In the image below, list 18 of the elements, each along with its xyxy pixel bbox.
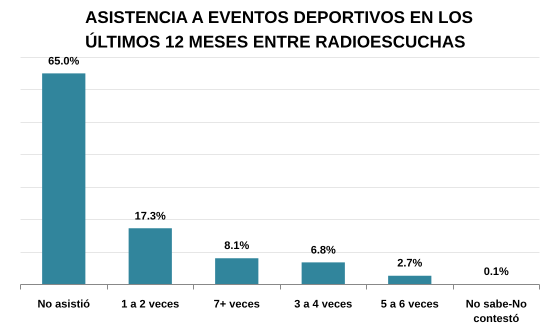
data-label: 17.3% (134, 210, 166, 222)
bar (388, 276, 432, 284)
x-tick-label: 7+ veces (214, 298, 260, 310)
data-label: 8.1% (224, 240, 250, 252)
x-tick-label: 1 a 2 veces (121, 298, 180, 310)
x-tick-label: 3 a 4 veces (294, 298, 352, 310)
bar (302, 262, 345, 284)
data-label: 6.8% (310, 244, 336, 256)
x-tick-label: 5 a 6 veces (380, 298, 439, 310)
chart-title: ASISTENCIA A EVENTOS DEPORTIVOS EN LOS ÚLTIMOS 12 MESES ENTRE RADIOESCUCHAS (85, 8, 474, 52)
bar (128, 228, 172, 284)
bar (215, 258, 258, 284)
bar (42, 73, 86, 284)
x-tick-label: No asistió (37, 298, 90, 310)
x-tick-label: No sabe-No contestó (466, 298, 528, 325)
data-label: 0.1% (484, 266, 510, 278)
data-label: 65.0% (48, 55, 80, 68)
data-label: 2.7% (397, 258, 423, 270)
